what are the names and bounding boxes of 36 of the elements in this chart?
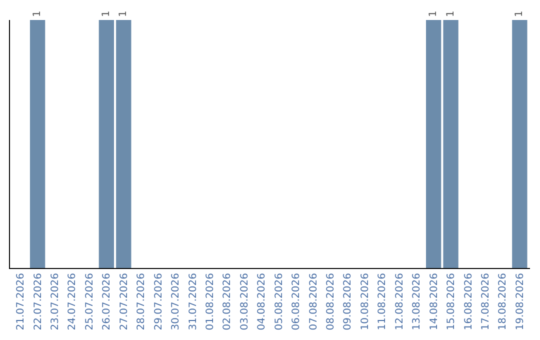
x-tick-label: 25.07.2026 — [84, 273, 96, 330]
x-tick-label: 27.07.2026 — [118, 273, 130, 330]
data-label: 1 — [118, 10, 130, 17]
data-label: 1 — [100, 10, 112, 17]
x-tick-label: 21.07.2026 — [16, 273, 27, 330]
x-tick-label: 02.08.2026 — [222, 273, 234, 330]
x-tick-label: 01.08.2026 — [204, 273, 216, 330]
x-tick-label: 24.07.2026 — [67, 273, 78, 330]
x-tick-label: 10.08.2026 — [360, 273, 371, 330]
x-tick-label: 18.08.2026 — [498, 273, 509, 330]
x-tick-label: 04.08.2026 — [256, 273, 268, 330]
x-tick-label: 17.08.2026 — [480, 273, 492, 330]
x-tick-label: 15.08.2026 — [446, 273, 458, 330]
data-label: 1 — [514, 10, 526, 17]
x-tick-label: 14.08.2026 — [428, 273, 440, 330]
x-tick-label: 23.07.2026 — [50, 273, 62, 330]
x-tick-label: 29.07.2026 — [153, 273, 164, 330]
x-tick-label: 19.08.2026 — [514, 273, 526, 330]
x-tick-label: 28.07.2026 — [136, 273, 148, 330]
x-tick-label: 31.07.2026 — [188, 273, 199, 330]
x-tick-label: 09.08.2026 — [342, 273, 354, 330]
x-tick-label: 05.08.2026 — [274, 273, 285, 330]
x-tick-label: 03.08.2026 — [239, 273, 250, 330]
x-tick-label: 06.08.2026 — [291, 273, 302, 330]
x-tick-label: 08.08.2026 — [326, 273, 337, 330]
x-tick-label: 22.07.2026 — [32, 273, 44, 330]
x-tick-label: 12.08.2026 — [394, 273, 406, 330]
data-label: 1 — [428, 10, 440, 17]
x-tick-label: 07.08.2026 — [308, 273, 320, 330]
data-label: 1 — [32, 10, 44, 17]
x-tick-label: 30.07.2026 — [170, 273, 182, 330]
data-label: 1 — [445, 10, 456, 17]
x-tick-label: 13.08.2026 — [412, 273, 423, 330]
x-tick-label: 16.08.2026 — [463, 273, 474, 330]
x-tick-label: 26.07.2026 — [102, 273, 113, 330]
x-tick-label: 11.08.2026 — [377, 273, 388, 330]
